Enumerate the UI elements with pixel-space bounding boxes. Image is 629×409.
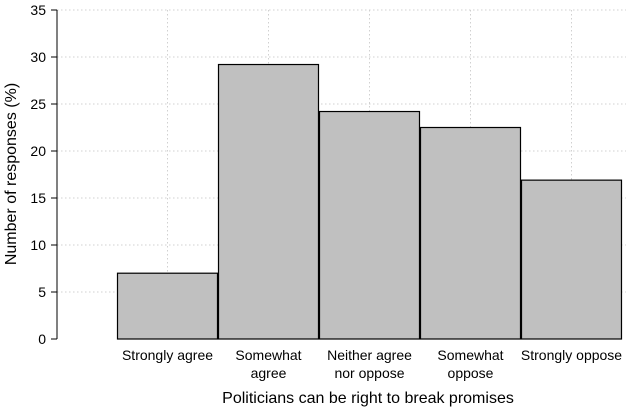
x-tick-label-4-0: Strongly oppose <box>521 347 622 363</box>
y-tick-label-6: 30 <box>30 49 46 65</box>
bar-4 <box>520 179 623 340</box>
y-tick-label-7: 35 <box>30 2 46 18</box>
x-tick-label-3-0: Somewhat <box>437 347 503 363</box>
x-tick-labels: Strongly agree Somewhat agree Neither agree… <box>122 347 622 381</box>
y-tick-label-4: 20 <box>30 143 46 159</box>
x-tick-label-2-0: Neither agree <box>327 347 412 363</box>
y-tick-label-5: 25 <box>30 96 46 112</box>
bar-3 <box>419 126 522 340</box>
y-tick-label-2: 10 <box>30 237 46 253</box>
x-tick-label-0-0: Strongly agree <box>122 347 213 363</box>
x-tick-label-1-1: agree <box>251 365 287 381</box>
bar-1 <box>217 63 320 340</box>
y-axis: 0 5 10 15 20 25 30 35 <box>30 2 58 347</box>
y-tick-label-0: 0 <box>38 331 46 347</box>
x-tick-label-2-1: nor oppose <box>334 365 404 381</box>
y-axis-title: Number of responses (%) <box>3 83 20 265</box>
y-tick-label-1: 5 <box>38 284 46 300</box>
y-tick-label-3: 15 <box>30 190 46 206</box>
bar-2 <box>318 110 421 340</box>
x-tick-label-3-1: oppose <box>448 365 494 381</box>
bars <box>116 63 623 340</box>
bar-0 <box>116 272 219 340</box>
x-axis-title: Politicians can be right to break promis… <box>222 390 514 407</box>
x-tick-label-1-0: Somewhat <box>235 347 301 363</box>
